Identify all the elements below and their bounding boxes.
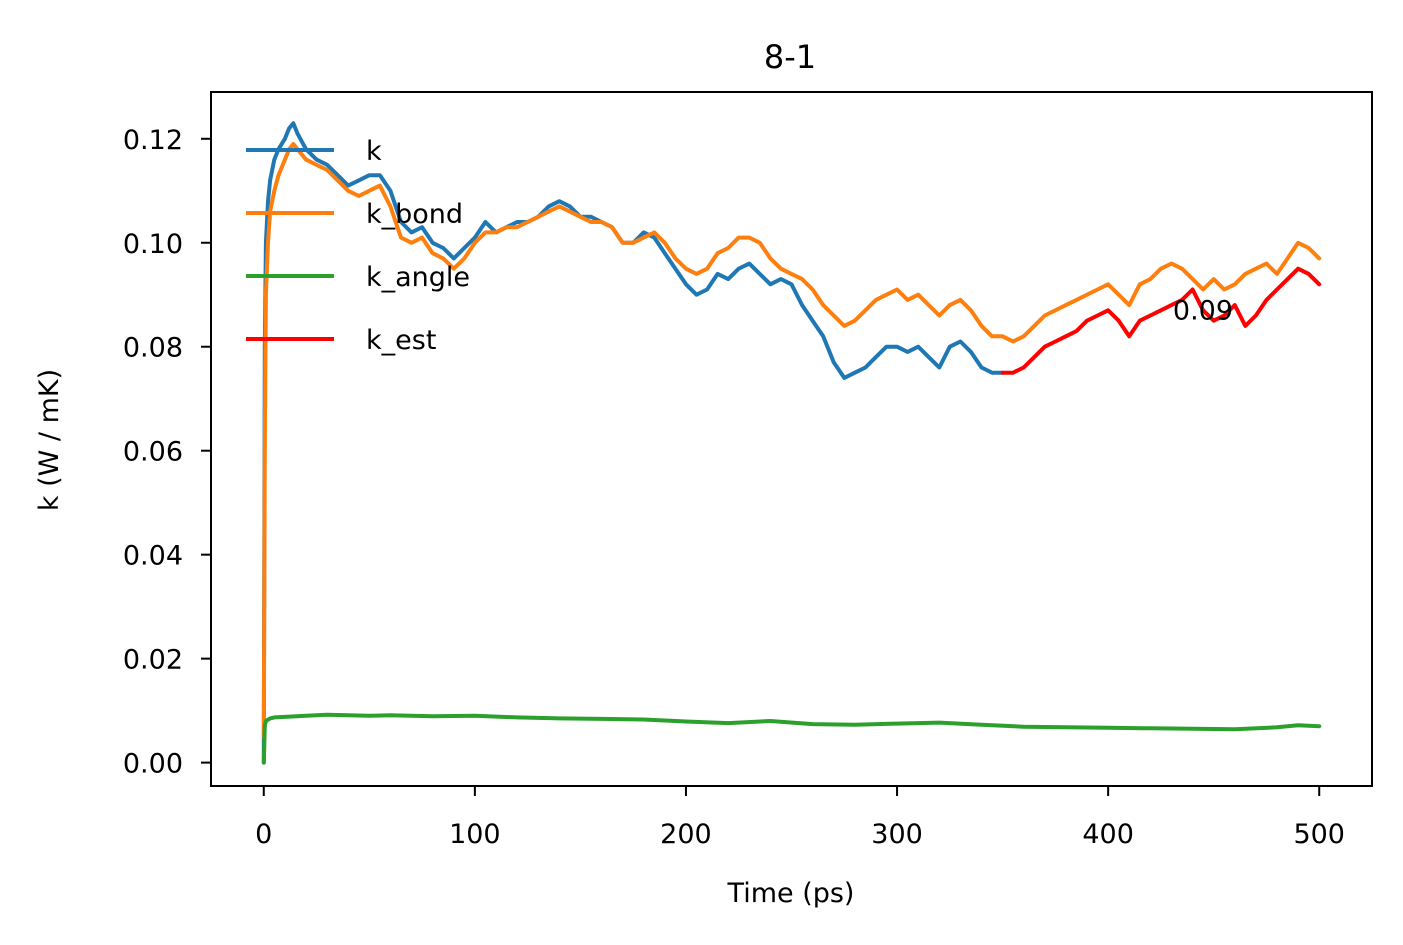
- y-axis: 0.00 0.02 0.04 0.06 0.08 0.10 0.12: [123, 125, 211, 780]
- plot-frame: [210, 91, 1373, 787]
- series-line-k-est: [1000, 266, 1322, 375]
- x-tick-label: 300: [871, 819, 923, 850]
- x-axis: 0 100 200 300 400 500: [255, 786, 1345, 850]
- y-tick-label: 0.12: [123, 125, 183, 156]
- series-layer: [261, 121, 1322, 765]
- y-tick-label: 0.02: [123, 645, 183, 676]
- x-tick-label: 400: [1082, 819, 1134, 850]
- y-axis-label: k (W / mK): [34, 369, 65, 511]
- x-tick-label: 500: [1293, 819, 1345, 850]
- x-tick-label: 0: [255, 819, 272, 850]
- series-line-k-angle: [261, 712, 1322, 765]
- y-tick-label: 0.08: [123, 333, 183, 364]
- y-tick-label: 0.04: [123, 541, 183, 572]
- annotation-layer: 0.09: [1173, 296, 1233, 327]
- legend: k k_bond k_angle k_est: [246, 136, 470, 356]
- series-line-k-bond: [261, 142, 1322, 739]
- y-tick-label: 0.00: [123, 749, 183, 780]
- y-tick-label: 0.06: [123, 437, 183, 468]
- legend-label-k: k: [366, 136, 382, 167]
- chart-title: 8-1: [764, 38, 816, 76]
- x-tick-label: 200: [660, 819, 712, 850]
- annotation-label: 0.09: [1173, 296, 1233, 327]
- y-tick-label: 0.10: [123, 229, 183, 260]
- legend-label-k-est: k_est: [366, 325, 436, 356]
- legend-label-k-bond: k_bond: [366, 199, 463, 230]
- x-tick-label: 100: [449, 819, 501, 850]
- legend-label-k-angle: k_angle: [366, 262, 470, 293]
- x-axis-label: Time (ps): [727, 878, 855, 909]
- series-line-k: [261, 121, 1005, 765]
